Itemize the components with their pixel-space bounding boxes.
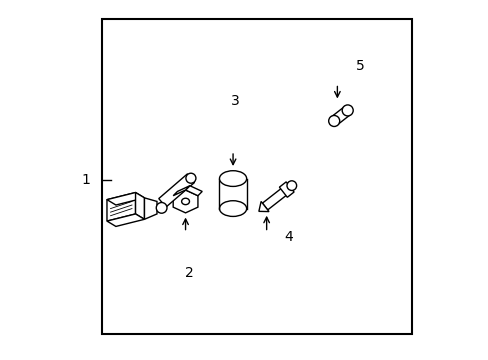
Ellipse shape: [328, 116, 339, 126]
Polygon shape: [159, 174, 194, 207]
Ellipse shape: [185, 173, 196, 183]
Polygon shape: [173, 186, 189, 196]
Text: 4: 4: [284, 230, 293, 244]
Polygon shape: [219, 179, 246, 208]
Text: 3: 3: [231, 94, 240, 108]
Ellipse shape: [342, 105, 352, 116]
Ellipse shape: [219, 171, 246, 186]
Text: 5: 5: [355, 59, 364, 73]
Ellipse shape: [156, 203, 166, 213]
Ellipse shape: [286, 181, 296, 190]
Polygon shape: [262, 182, 294, 210]
Polygon shape: [107, 214, 144, 226]
Polygon shape: [107, 193, 144, 205]
Text: 2: 2: [184, 266, 193, 280]
Polygon shape: [330, 107, 350, 125]
Polygon shape: [173, 190, 198, 213]
Polygon shape: [144, 198, 157, 219]
Ellipse shape: [219, 201, 246, 216]
Polygon shape: [135, 193, 144, 219]
Ellipse shape: [181, 198, 189, 204]
Polygon shape: [107, 193, 135, 221]
Polygon shape: [258, 202, 268, 212]
Bar: [102, 19, 411, 334]
Polygon shape: [279, 182, 293, 197]
Text: 1: 1: [81, 173, 90, 187]
Polygon shape: [185, 186, 202, 196]
